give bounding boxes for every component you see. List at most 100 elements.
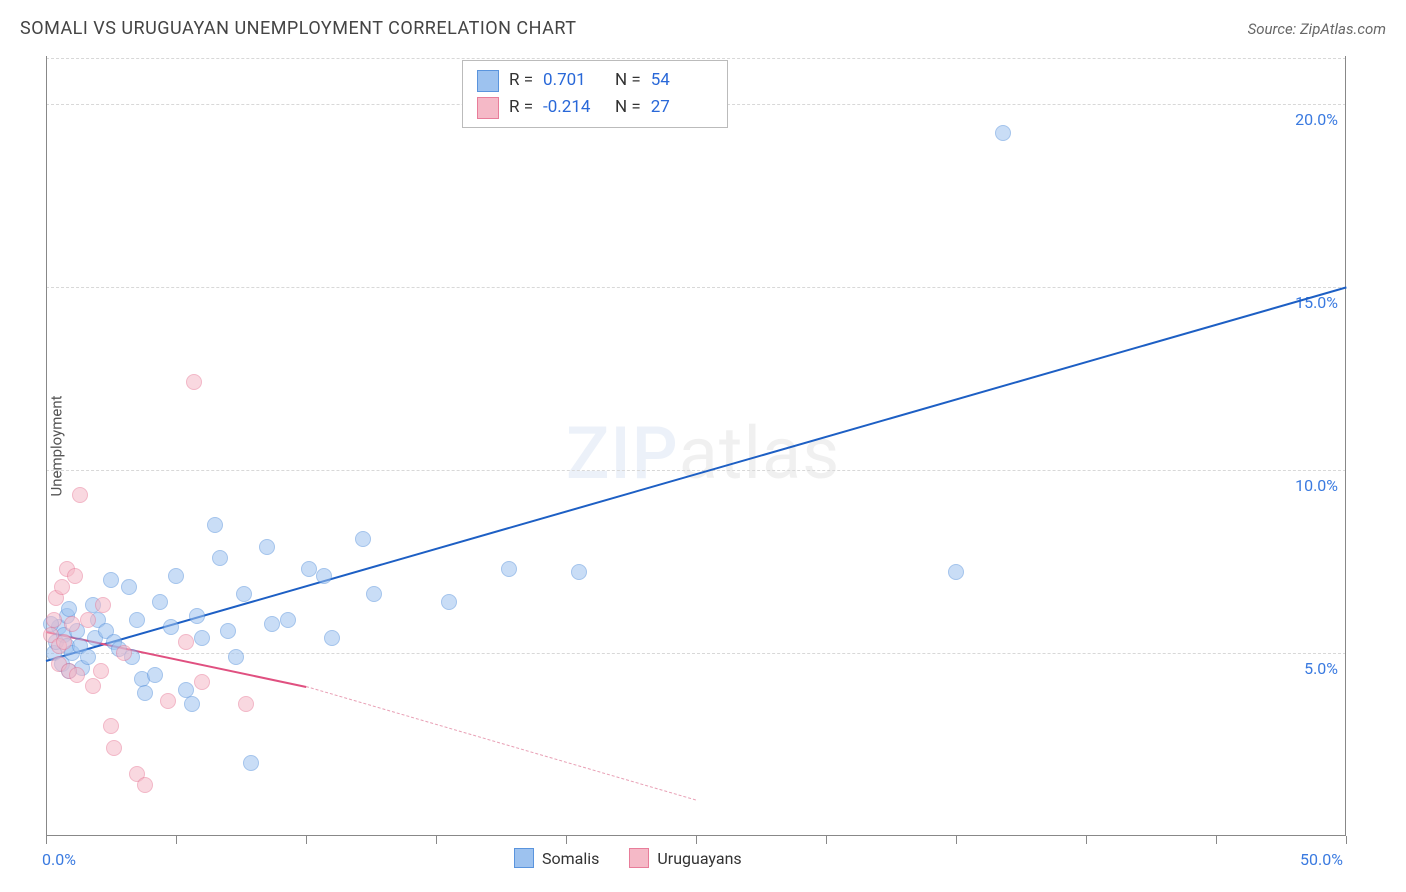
data-point bbox=[501, 561, 517, 577]
legend-swatch bbox=[629, 848, 649, 868]
data-point bbox=[103, 718, 119, 734]
source-name: ZipAtlas.com bbox=[1300, 20, 1386, 38]
data-point bbox=[441, 594, 457, 610]
series-legend-item: Uruguayans bbox=[629, 848, 741, 868]
data-point bbox=[160, 693, 176, 709]
data-point bbox=[168, 568, 184, 584]
data-point bbox=[948, 564, 964, 580]
data-point bbox=[236, 586, 252, 602]
data-point bbox=[186, 374, 202, 390]
data-point bbox=[194, 674, 210, 690]
y-axis bbox=[46, 56, 47, 836]
data-point bbox=[121, 579, 137, 595]
data-point bbox=[355, 531, 371, 547]
data-point bbox=[366, 586, 382, 602]
y-tick-label: 20.0% bbox=[1295, 110, 1338, 129]
source-attribution: Source: ZipAtlas.com bbox=[1248, 20, 1386, 38]
source-label: Source: bbox=[1248, 20, 1297, 38]
data-point bbox=[207, 517, 223, 533]
watermark: ZIPatlas bbox=[566, 411, 840, 496]
watermark-atlas: atlas bbox=[679, 411, 841, 496]
data-point bbox=[184, 696, 200, 712]
data-point bbox=[324, 630, 340, 646]
r-label: R = bbox=[509, 94, 533, 121]
y-tick-label: 10.0% bbox=[1295, 476, 1338, 495]
trend-line bbox=[46, 287, 1347, 662]
x-tick bbox=[696, 836, 697, 844]
header: SOMALI VS URUGUAYAN UNEMPLOYMENT CORRELA… bbox=[20, 18, 1386, 39]
x-tick bbox=[566, 836, 567, 844]
data-point bbox=[72, 487, 88, 503]
series-legend-label: Somalis bbox=[542, 849, 599, 868]
data-point bbox=[93, 663, 109, 679]
y-tick-label: 5.0% bbox=[1304, 659, 1338, 678]
x-tick bbox=[956, 836, 957, 844]
data-point bbox=[147, 667, 163, 683]
trend-line bbox=[306, 686, 696, 800]
x-tick bbox=[1216, 836, 1217, 844]
correlation-legend-row: R =-0.214N =27 bbox=[477, 94, 713, 121]
data-point bbox=[137, 685, 153, 701]
y-axis-right bbox=[1345, 56, 1346, 836]
data-point bbox=[571, 564, 587, 580]
data-point bbox=[243, 755, 259, 771]
series-legend-label: Uruguayans bbox=[657, 849, 741, 868]
data-point bbox=[228, 649, 244, 665]
data-point bbox=[194, 630, 210, 646]
data-point bbox=[995, 125, 1011, 141]
chart-title: SOMALI VS URUGUAYAN UNEMPLOYMENT CORRELA… bbox=[20, 18, 577, 39]
series-legend: Somalis Uruguayans bbox=[514, 848, 742, 868]
data-point bbox=[116, 645, 132, 661]
correlation-legend-row: R = 0.701 N = 54 bbox=[477, 67, 713, 94]
data-point bbox=[264, 616, 280, 632]
n-value: 54 bbox=[651, 67, 713, 94]
x-tick bbox=[176, 836, 177, 844]
gridline bbox=[46, 287, 1346, 288]
data-point bbox=[301, 561, 317, 577]
data-point bbox=[163, 619, 179, 635]
legend-swatch bbox=[477, 70, 499, 92]
data-point bbox=[61, 601, 77, 617]
data-point bbox=[220, 623, 236, 639]
x-tick-label: 50.0% bbox=[1300, 850, 1343, 869]
x-tick bbox=[306, 836, 307, 844]
data-point bbox=[212, 550, 228, 566]
legend-swatch bbox=[514, 848, 534, 868]
x-tick-label: 0.0% bbox=[42, 850, 76, 869]
x-tick bbox=[1346, 836, 1347, 844]
data-point bbox=[106, 740, 122, 756]
data-point bbox=[56, 634, 72, 650]
data-point bbox=[189, 608, 205, 624]
data-point bbox=[259, 539, 275, 555]
data-point bbox=[152, 594, 168, 610]
data-point bbox=[316, 568, 332, 584]
n-label: N = bbox=[615, 67, 641, 94]
correlation-legend: R =0.701N =54R =-0.214N =27 bbox=[462, 60, 728, 128]
x-tick bbox=[436, 836, 437, 844]
x-tick bbox=[826, 836, 827, 844]
r-value: 0.701 bbox=[543, 67, 605, 94]
legend-swatch bbox=[477, 97, 499, 119]
data-point bbox=[280, 612, 296, 628]
data-point bbox=[238, 696, 254, 712]
gridline-top bbox=[46, 58, 1346, 59]
n-label: N = bbox=[615, 94, 641, 121]
x-tick bbox=[1086, 836, 1087, 844]
gridline bbox=[46, 470, 1346, 471]
data-point bbox=[129, 612, 145, 628]
x-tick bbox=[46, 836, 47, 844]
r-label: R = bbox=[509, 67, 533, 94]
data-point bbox=[178, 682, 194, 698]
r-value: -0.214 bbox=[543, 94, 605, 121]
data-point bbox=[137, 777, 153, 793]
data-point bbox=[64, 616, 80, 632]
data-point bbox=[85, 678, 101, 694]
data-point bbox=[80, 612, 96, 628]
data-point bbox=[67, 568, 83, 584]
data-point bbox=[54, 579, 70, 595]
data-point bbox=[46, 612, 62, 628]
data-point bbox=[95, 597, 111, 613]
data-point bbox=[178, 634, 194, 650]
series-legend-item: Somalis bbox=[514, 848, 599, 868]
scatter-plot: ZIPatlas 5.0%10.0%15.0%20.0%0.0%50.0%R =… bbox=[46, 56, 1346, 836]
